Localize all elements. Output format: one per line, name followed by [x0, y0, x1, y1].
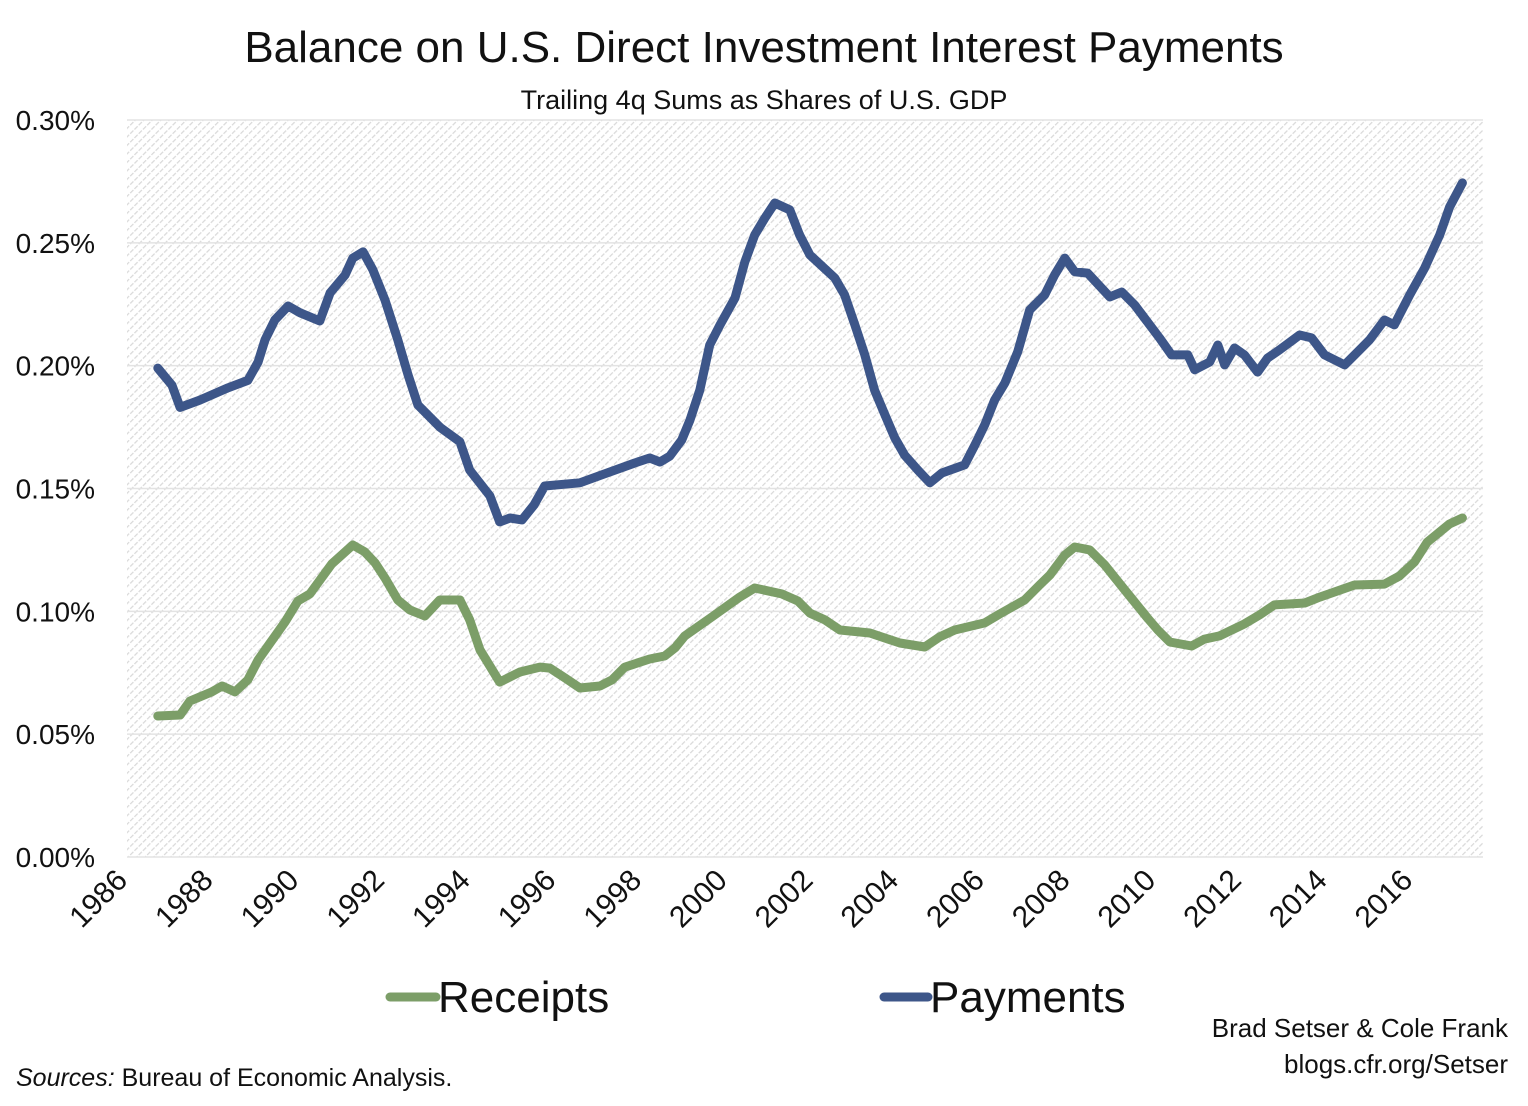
- x-tick-label: 2008: [1006, 864, 1077, 935]
- y-tick-label: 0.20%: [16, 351, 95, 382]
- x-tick-label: 1988: [149, 864, 220, 935]
- chart-title: Balance on U.S. Direct Investment Intere…: [244, 23, 1283, 72]
- x-tick-label: 2004: [835, 864, 906, 935]
- chart-subtitle: Trailing 4q Sums as Shares of U.S. GDP: [521, 85, 1008, 115]
- y-tick-label: 0.10%: [16, 596, 95, 627]
- sources-text: Bureau of Economic Analysis.: [115, 1064, 453, 1092]
- y-tick-label: 0.00%: [16, 842, 95, 873]
- y-tick-label: 0.15%: [16, 474, 95, 505]
- series-line-payments: [153, 178, 1467, 527]
- sources-note: Sources: Bureau of Economic Analysis.: [16, 1064, 452, 1092]
- legend-label-receipts: Receipts: [438, 973, 609, 1022]
- sources-label: Sources:: [16, 1064, 115, 1092]
- x-tick-label: 2016: [1349, 864, 1420, 935]
- x-tick-label: 2002: [749, 864, 820, 935]
- legend-label-payments: Payments: [930, 973, 1126, 1022]
- y-tick-label: 0.05%: [16, 719, 95, 750]
- x-tick-label: 2000: [663, 864, 734, 935]
- blog-link[interactable]: blogs.cfr.org/Setser: [1284, 1049, 1508, 1079]
- y-tick-label: 0.25%: [16, 228, 95, 259]
- x-tick-label: 1998: [578, 864, 649, 935]
- x-tick-label: 1986: [63, 864, 134, 935]
- x-tick-label: 2012: [1177, 864, 1248, 935]
- x-tick-label: 2010: [1092, 864, 1163, 935]
- x-tick-label: 1996: [492, 864, 563, 935]
- x-tick-label: 1990: [235, 864, 306, 935]
- x-tick-label: 1994: [406, 864, 477, 935]
- x-tick-label: 2014: [1263, 864, 1334, 935]
- x-tick-label: 2006: [920, 864, 991, 935]
- author-credit: Brad Setser & Cole Frank: [1212, 1013, 1509, 1043]
- legend: Receipts Payments: [385, 973, 1126, 1022]
- x-tick-label: 1992: [320, 864, 391, 935]
- y-tick-label: 0.30%: [16, 105, 95, 136]
- series-line-receipts: [153, 513, 1467, 721]
